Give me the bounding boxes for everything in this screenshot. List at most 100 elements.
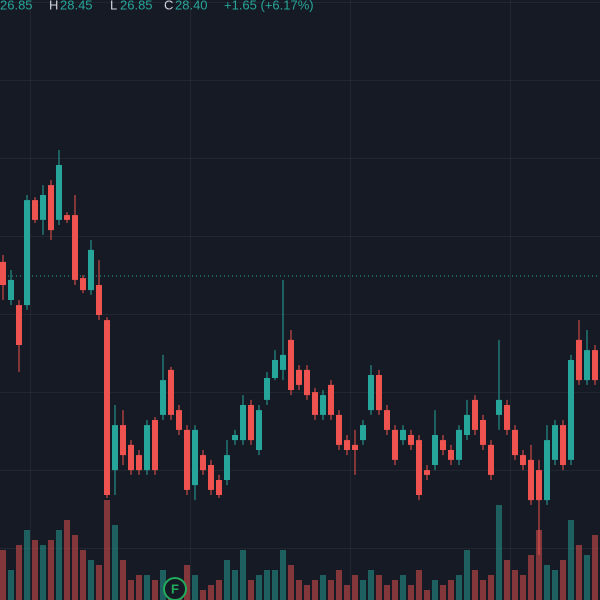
candle-body: [328, 384, 334, 415]
volume-bar: [272, 570, 278, 600]
volume-bar: [584, 555, 590, 600]
candle-body: [176, 410, 182, 430]
candle-body: [360, 425, 366, 441]
volume-bar: [120, 560, 126, 600]
volume-bar: [312, 580, 318, 600]
candle-body: [48, 185, 54, 231]
candle-body: [184, 429, 190, 490]
volume-bar: [240, 550, 246, 600]
candle-body: [128, 444, 134, 471]
volume-bar: [80, 550, 86, 600]
candle-body: [496, 399, 502, 415]
volume-bar: [128, 580, 134, 600]
volume-bar: [568, 520, 574, 600]
volume-bar: [520, 575, 526, 600]
candle-body: [504, 405, 510, 430]
volume-bar: [560, 560, 566, 600]
volume-bar: [376, 575, 382, 600]
candle-body: [144, 425, 150, 471]
candle-body: [32, 200, 38, 220]
candle-body: [240, 405, 246, 441]
candle-body: [288, 339, 294, 390]
candle-body: [232, 435, 238, 441]
volume-bar: [288, 565, 294, 600]
volume-bar: [432, 580, 438, 600]
volume-bar: [368, 570, 374, 600]
candle-body: [400, 429, 406, 441]
volume-bar: [336, 570, 342, 600]
volume-bar: [360, 580, 366, 600]
volume-bar: [552, 570, 558, 600]
candle-body: [392, 429, 398, 460]
candle-body: [24, 200, 30, 306]
candle-body: [312, 392, 318, 415]
volume-bar: [208, 585, 214, 600]
event-label: F: [171, 581, 179, 596]
volume-bar: [424, 590, 430, 600]
candle-body: [104, 320, 110, 495]
volume-bar: [88, 560, 94, 600]
volume-bar: [536, 530, 542, 600]
volume-bar: [48, 540, 54, 600]
volume-bar: [32, 540, 38, 600]
candle-body: [72, 215, 78, 280]
candle-body: [512, 429, 518, 456]
volume-bar: [344, 585, 350, 600]
close-label: C: [164, 0, 173, 12]
candle-body: [584, 350, 590, 381]
volume-bar: [184, 565, 190, 600]
volume-bar: [24, 530, 30, 600]
event-marker[interactable]: F: [163, 577, 187, 600]
volume-bar: [384, 585, 390, 600]
volume-bar: [280, 550, 286, 600]
candle-body: [136, 455, 142, 471]
volume-bar: [512, 570, 518, 600]
volume-bar: [400, 575, 406, 600]
candle-body: [424, 470, 430, 475]
volume-bar: [40, 545, 46, 600]
candle-body: [552, 425, 558, 460]
volume-bar: [328, 580, 334, 600]
volume-bar: [296, 580, 302, 600]
volume-bar: [224, 560, 230, 600]
volume-bar: [488, 575, 494, 600]
candle-body: [8, 279, 14, 300]
volume-bar: [216, 580, 222, 600]
candle-body: [528, 459, 534, 501]
volume-bar: [464, 550, 470, 600]
candle-body: [520, 455, 526, 465]
candle-body: [440, 440, 446, 450]
volume-bar: [576, 545, 582, 600]
volume-bar: [504, 560, 510, 600]
event-circle: [163, 577, 187, 600]
candle-body: [368, 375, 374, 411]
volume-bar: [456, 575, 462, 600]
volume-bar: [352, 575, 358, 600]
volume-bar: [72, 535, 78, 600]
volume-bar: [152, 580, 158, 600]
candle-body: [296, 369, 302, 385]
candle-body: [248, 405, 254, 441]
ohlc-legend: 26.85 H 28.45 L 26.85 C 28.40 +1.65 (+6.…: [0, 0, 314, 12]
change-value: +1.65 (+6.17%): [224, 0, 314, 12]
volume-bar: [64, 520, 70, 600]
candle-body: [352, 444, 358, 450]
candle-body: [88, 249, 94, 291]
volume-bar: [440, 585, 446, 600]
volume-bar: [592, 535, 598, 600]
candle-body: [120, 425, 126, 456]
candle-body: [576, 339, 582, 381]
volume-bar: [448, 580, 454, 600]
volume-bar: [8, 570, 14, 600]
candle-body: [304, 369, 310, 396]
volume-bar: [192, 575, 198, 600]
candle-body: [336, 414, 342, 445]
volume-bar: [496, 505, 502, 600]
volume-bar: [56, 530, 62, 600]
candle-body: [216, 480, 222, 495]
volume-bar: [408, 585, 414, 600]
candle-body: [568, 360, 574, 460]
candle-body: [376, 375, 382, 411]
candle-body: [384, 410, 390, 430]
candle-body: [464, 414, 470, 435]
